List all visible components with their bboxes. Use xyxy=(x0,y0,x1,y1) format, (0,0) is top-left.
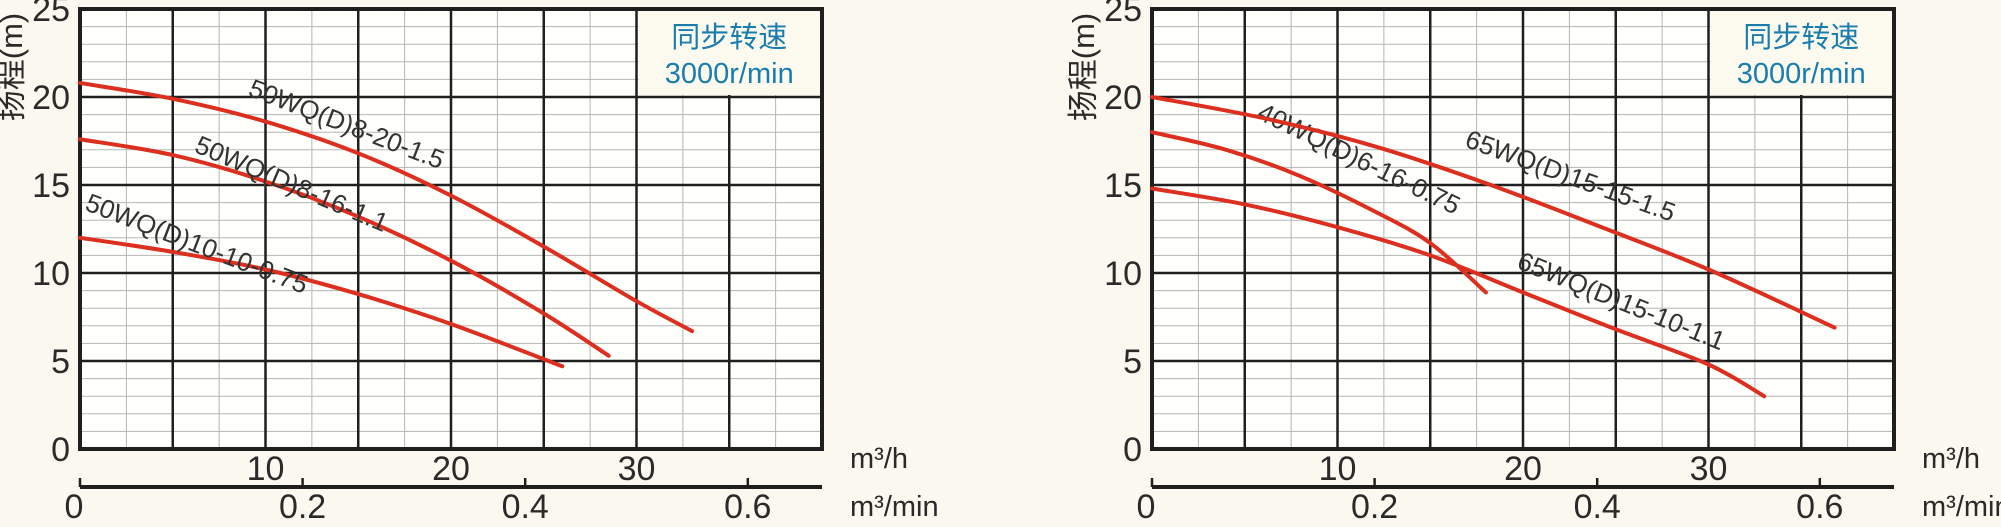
unit-label-m3h: m³/h xyxy=(1922,443,1980,475)
plot-border xyxy=(1150,7,1896,451)
grid-major xyxy=(80,9,822,449)
y-axis-title: 扬程(m) xyxy=(0,13,29,121)
unit-label-m3h: m³/h xyxy=(850,443,908,475)
legend-rpm-label: 3000r/min xyxy=(1737,58,1866,90)
unit-label-m3min: m³/min xyxy=(1922,491,2001,522)
legend-speed-label: 同步转速 xyxy=(1743,21,1859,54)
plot-border xyxy=(78,7,824,451)
x-tick-30: 30 xyxy=(1690,450,1728,488)
x-tick-10: 10 xyxy=(1319,450,1357,488)
y-tick-0: 0 xyxy=(51,431,70,469)
y-tick-10: 10 xyxy=(1104,255,1142,293)
pump-curve-40WQ(D)6-16-0.75 xyxy=(1150,130,1488,295)
secondary-tick-0.6: 0.6 xyxy=(1796,488,1843,522)
secondary-tick-0.6: 0.6 xyxy=(724,488,771,522)
secondary-axis xyxy=(78,478,822,489)
unit-label-m3min: m³/min xyxy=(850,491,939,522)
pump-curve-50WQ(D)8-16-1.1 xyxy=(78,137,611,358)
y-tick-0: 0 xyxy=(1123,431,1142,469)
x-tick-20: 20 xyxy=(1504,450,1542,488)
secondary-axis xyxy=(1150,478,1894,489)
secondary-tick-0.4: 0.4 xyxy=(502,488,549,522)
x-tick-20: 20 xyxy=(432,450,470,488)
pump-curve-50WQ(D)10-10-0.75 xyxy=(78,235,565,369)
y-tick-20: 20 xyxy=(1104,79,1142,117)
y-tick-5: 5 xyxy=(51,343,70,381)
pump-curve-65WQ(D)15-15-1.5 xyxy=(1150,95,1837,330)
legend-speed-label: 同步转速 xyxy=(671,21,787,54)
legend-box xyxy=(1710,11,1892,95)
y-axis-title: 扬程(m) xyxy=(1066,13,1101,121)
legend-box xyxy=(638,11,820,95)
secondary-tick-0: 0 xyxy=(65,488,84,522)
pump-curve-50WQ(D)8-20-1.5 xyxy=(78,80,695,334)
secondary-tick-0.2: 0.2 xyxy=(279,488,326,522)
secondary-tick-0.4: 0.4 xyxy=(1574,488,1621,522)
y-tick-15: 15 xyxy=(32,167,70,205)
y-tick-15: 15 xyxy=(1104,167,1142,205)
y-tick-25: 25 xyxy=(1104,0,1142,29)
secondary-tick-0: 0 xyxy=(1137,488,1156,522)
y-tick-25: 25 xyxy=(32,0,70,29)
chart-0: 同步转速3000r/min50WQ(D)8-20-1.550WQ(D)8-16-… xyxy=(0,0,939,526)
secondary-tick-0.2: 0.2 xyxy=(1351,488,1398,522)
chart-1: 同步转速3000r/min40WQ(D)6-16-0.7565WQ(D)15-1… xyxy=(1066,0,2001,526)
y-tick-10: 10 xyxy=(32,255,70,293)
x-tick-10: 10 xyxy=(247,450,285,488)
y-tick-20: 20 xyxy=(32,79,70,117)
legend-rpm-label: 3000r/min xyxy=(665,58,794,90)
x-tick-30: 30 xyxy=(618,450,656,488)
y-tick-5: 5 xyxy=(1123,343,1142,381)
pump-curve-65WQ(D)15-10-1.1 xyxy=(1150,186,1767,399)
